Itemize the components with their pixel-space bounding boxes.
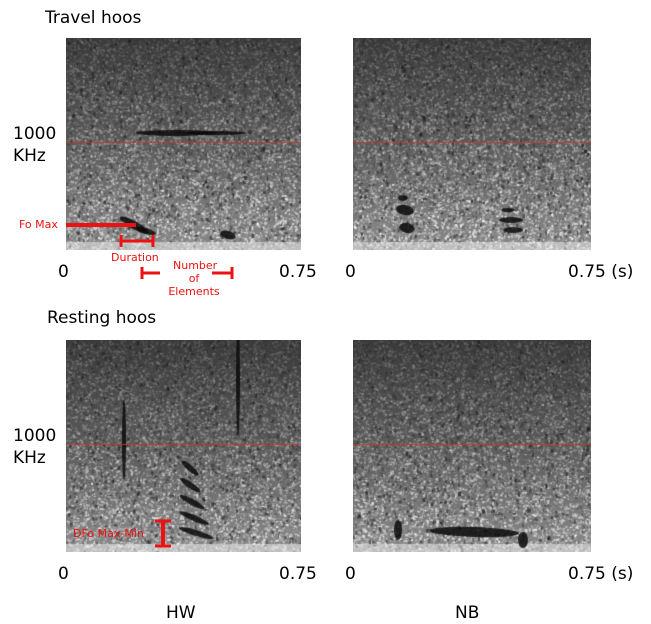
annotation-duration: Duration: [111, 251, 159, 264]
spectrogram-travel-hw: [66, 38, 301, 250]
annotation-elements-line3: Elements: [168, 285, 220, 298]
x-end-travel-hw: 0.75: [279, 262, 317, 282]
column-label-nb: NB: [455, 603, 480, 623]
y-label-unit-bottom: KHz: [13, 448, 46, 468]
x-end-travel-nb: 0.75 (s): [568, 262, 634, 282]
elements-bracket: [140, 267, 234, 279]
spectrogram-resting-nb: [353, 340, 591, 552]
y-label-value-bottom: 1000: [13, 426, 57, 446]
section-title-resting: Resting hoos: [47, 308, 157, 328]
y-label-value-top: 1000: [13, 124, 57, 144]
annotation-dfo: DFo Max-Min: [73, 527, 144, 540]
column-label-hw: HW: [166, 603, 196, 623]
annotation-elements-line2: of: [188, 272, 200, 285]
x-end-resting-hw: 0.75: [279, 564, 317, 584]
annotation-elements-line1: Number: [173, 259, 218, 272]
x-start-resting-hw: 0: [58, 564, 69, 584]
y-label-unit-top: KHz: [13, 146, 46, 166]
x-start-resting-nb: 0: [345, 564, 356, 584]
spectrogram-travel-nb: [353, 38, 591, 250]
dfo-bracket: [155, 519, 171, 548]
annotation-fo-max: Fo Max: [19, 218, 58, 231]
x-end-resting-nb: 0.75 (s): [568, 564, 634, 584]
duration-bracket: [119, 235, 155, 247]
section-title-travel: Travel hoos: [45, 8, 142, 28]
spectrogram-resting-hw: [66, 340, 301, 552]
x-start-travel-nb: 0: [345, 262, 356, 282]
x-start-travel-hw: 0: [58, 262, 69, 282]
